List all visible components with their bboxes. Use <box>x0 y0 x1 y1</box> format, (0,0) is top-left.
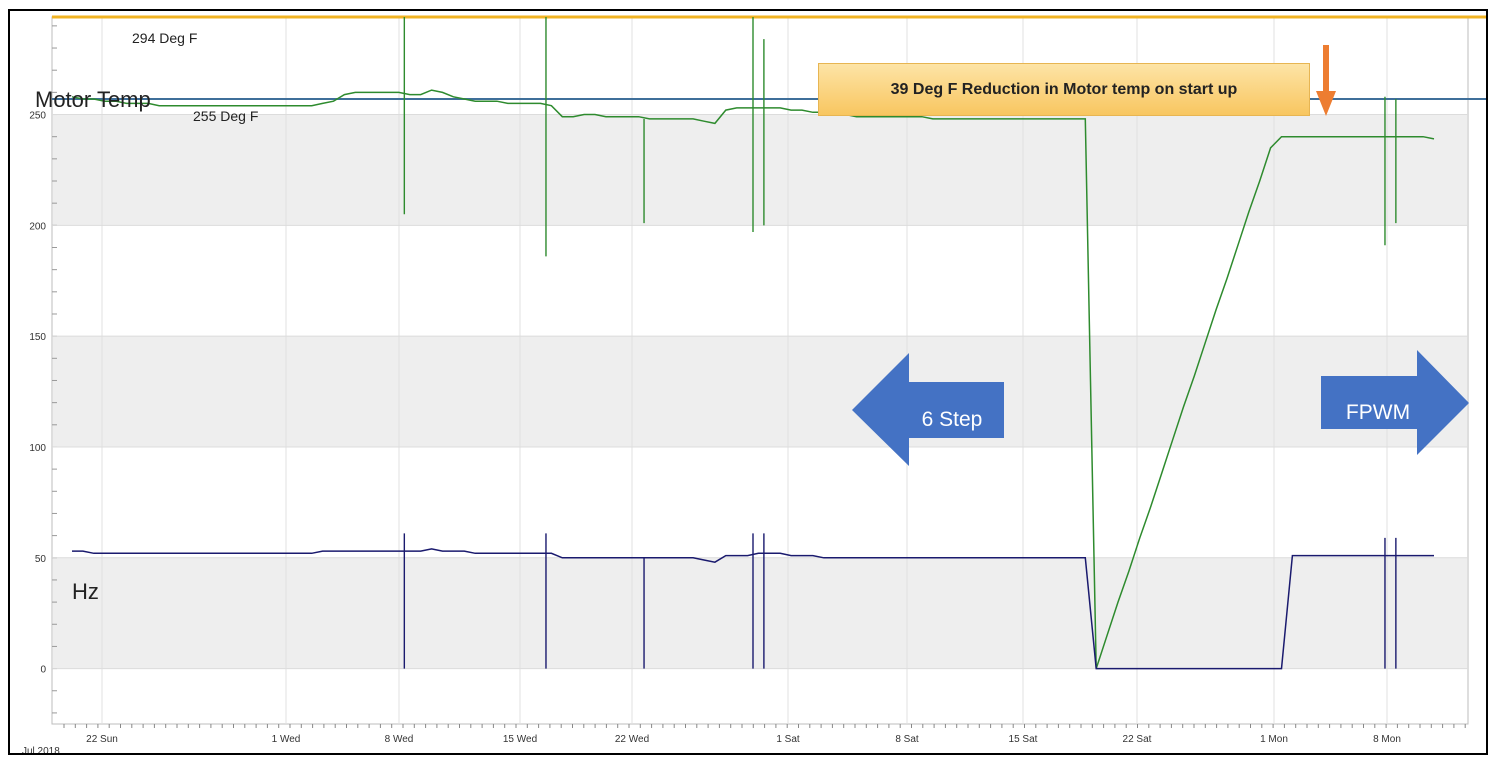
y-tick-label-200: 200 <box>29 221 46 232</box>
chart-frame: 0 50 100 150 200 250 22 Sun 1 Wed 8 Wed 15 Wed 22 … <box>8 9 1488 755</box>
right-arrow-label: FPWM <box>1345 401 1411 424</box>
shaded-band-1 <box>53 336 1467 447</box>
y-tick-label-250: 250 <box>29 111 46 122</box>
x-tick-label-3: 15 Wed <box>503 734 537 745</box>
y-tick-label-100: 100 <box>29 443 46 454</box>
left-arrow-label: 6 Step <box>921 408 983 431</box>
hz-series-label: Hz <box>72 579 99 604</box>
motor-temp-hz-chart: 0 50 100 150 200 250 22 Sun 1 Wed 8 Wed 15 Wed 22 … <box>22 15 1486 753</box>
x-tick-label-5: 1 Sat <box>776 734 800 745</box>
left-arrow-6-step <box>852 353 1004 466</box>
y-tick-label-0: 0 <box>40 665 46 676</box>
shaded-band-0 <box>53 557 1467 669</box>
x-tick-label-8: 22 Sat <box>1123 734 1152 745</box>
x-tick-label-4: 22 Wed <box>615 734 649 745</box>
x-tick-label-10: 8 Mon <box>1373 734 1401 745</box>
reference-line-label-255: 255 Deg F <box>193 108 259 124</box>
motor-temp-series-label: Motor Temp <box>35 87 151 112</box>
x-tick-label-9: 1 Mon <box>1260 734 1288 745</box>
x-tick-label-2: 8 Wed <box>385 734 414 745</box>
x-tick-label-6: 8 Sat <box>895 734 919 745</box>
reduction-annotation-box: 39 Deg F Reduction in Motor temp on star… <box>818 63 1310 116</box>
x-tick-label-7: 15 Sat <box>1009 734 1038 745</box>
down-arrow-icon <box>1316 45 1336 116</box>
y-tick-label-50: 50 <box>35 554 47 565</box>
x-tick-label-1: 1 Wed <box>272 734 301 745</box>
right-arrow-fpwm <box>1321 350 1469 455</box>
shaded-band-2 <box>53 114 1467 226</box>
x-corner-label: Jul 2018 <box>22 746 60 753</box>
reference-line-label-294: 294 Deg F <box>132 30 198 46</box>
y-tick-label-150: 150 <box>29 332 46 343</box>
x-tick-label-0: 22 Sun <box>86 734 118 745</box>
